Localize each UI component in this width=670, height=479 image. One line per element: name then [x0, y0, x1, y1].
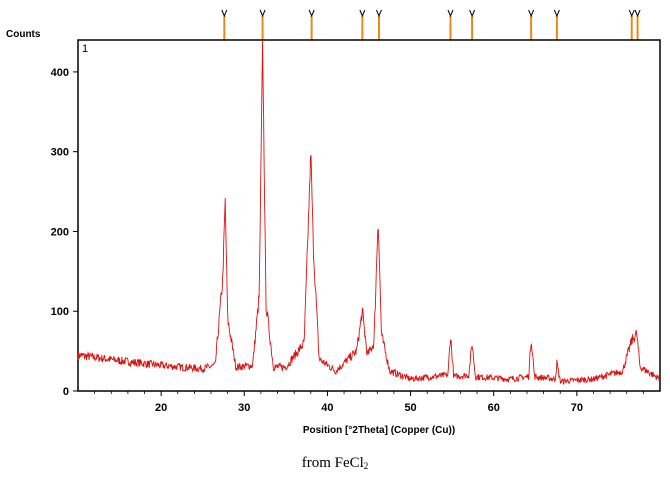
reference-peak-cap [376, 9, 382, 18]
panel-number: 1 [82, 43, 88, 55]
reference-peak-cap [447, 9, 454, 18]
plot-area-frame [77, 39, 661, 392]
reference-peak-cap [221, 9, 228, 18]
reference-peak-cap [528, 9, 535, 18]
xrd-chart: 1 Counts 0 100 200 300 400 20 30 40 50 60 70 Posi… [6, 9, 661, 436]
y-tick-label: 0 [63, 386, 69, 398]
x-tick-label: 50 [404, 402, 416, 414]
y-tick-label: 200 [51, 226, 69, 238]
reference-peak-cap [308, 9, 315, 18]
reference-peak-cap [259, 9, 266, 18]
x-tick-label: 30 [238, 402, 250, 414]
y-axis-label: Counts [6, 29, 41, 40]
x-tick-label: 70 [571, 402, 583, 414]
y-tick-label: 400 [51, 67, 69, 79]
y-tick-label: 300 [51, 147, 69, 159]
caption-subscript: 2 [363, 461, 369, 471]
reference-peak-cap [553, 9, 560, 18]
x-tick-label: 60 [488, 402, 500, 414]
y-axis-ticks: 0 100 200 300 400 [51, 67, 78, 398]
x-axis-ticks: 20 30 40 50 60 70 [94, 391, 644, 414]
reference-peak-cap [628, 9, 635, 18]
caption-text: from FeCl [301, 455, 364, 471]
reference-peak-cap [634, 9, 641, 18]
figure-caption: from FeCl2 [0, 455, 670, 472]
reference-peak-cap [359, 9, 366, 18]
x-axis-label: Position [°2Theta] (Copper (Cu)) [303, 425, 455, 436]
diffraction-pattern-line [77, 39, 661, 386]
x-tick-label: 40 [321, 402, 333, 414]
reference-peak-markers [221, 9, 641, 40]
reference-peak-cap [469, 9, 476, 18]
y-tick-label: 100 [51, 306, 69, 318]
x-tick-label: 20 [155, 402, 167, 414]
